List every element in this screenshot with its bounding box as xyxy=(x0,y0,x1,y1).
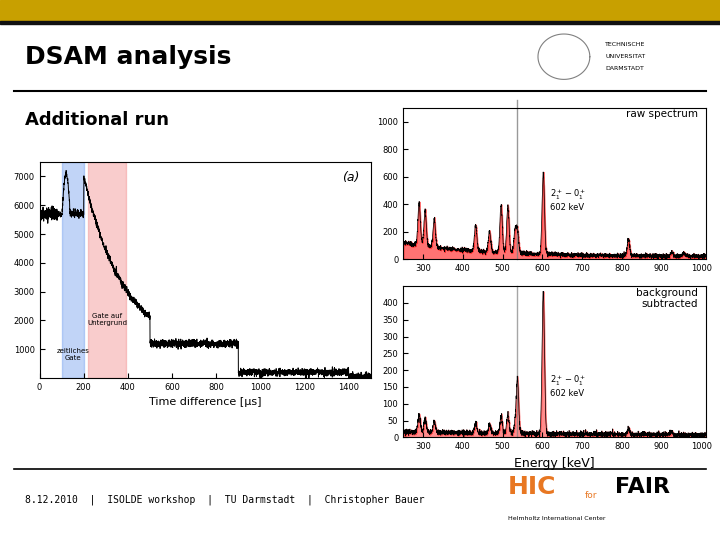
Text: Helmholtz International Center: Helmholtz International Center xyxy=(508,516,606,521)
Text: raw spectrum: raw spectrum xyxy=(626,110,698,119)
Text: DARMSTADT: DARMSTADT xyxy=(606,66,644,71)
Text: FAIR: FAIR xyxy=(615,477,670,497)
Text: background
subtracted: background subtracted xyxy=(636,288,698,309)
Text: (a): (a) xyxy=(343,171,360,184)
Text: Gate auf
Untergrund: Gate auf Untergrund xyxy=(87,313,127,326)
Text: UNIVERSITAT: UNIVERSITAT xyxy=(606,54,646,59)
Text: TECHNISCHE: TECHNISCHE xyxy=(606,42,646,48)
Text: Additional run: Additional run xyxy=(25,111,169,129)
Text: zeitliches
Gate: zeitliches Gate xyxy=(56,348,89,361)
X-axis label: Energy [keV]: Energy [keV] xyxy=(514,457,595,470)
Text: $2_1^+ - 0_1^+$
602 keV: $2_1^+ - 0_1^+$ 602 keV xyxy=(549,188,586,212)
Text: HIC: HIC xyxy=(508,475,557,500)
Text: 8.12.2010  |  ISOLDE workshop  |  TU Darmstadt  |  Christopher Bauer: 8.12.2010 | ISOLDE workshop | TU Darmsta… xyxy=(25,494,425,505)
Bar xyxy=(62,162,84,378)
Text: for: for xyxy=(585,490,597,500)
X-axis label: Time difference [μs]: Time difference [μs] xyxy=(149,397,261,407)
Text: DSAM analysis: DSAM analysis xyxy=(25,45,232,69)
Bar xyxy=(88,162,126,378)
Text: $2_1^+ - 0_1^+$
602 keV: $2_1^+ - 0_1^+$ 602 keV xyxy=(549,374,586,398)
